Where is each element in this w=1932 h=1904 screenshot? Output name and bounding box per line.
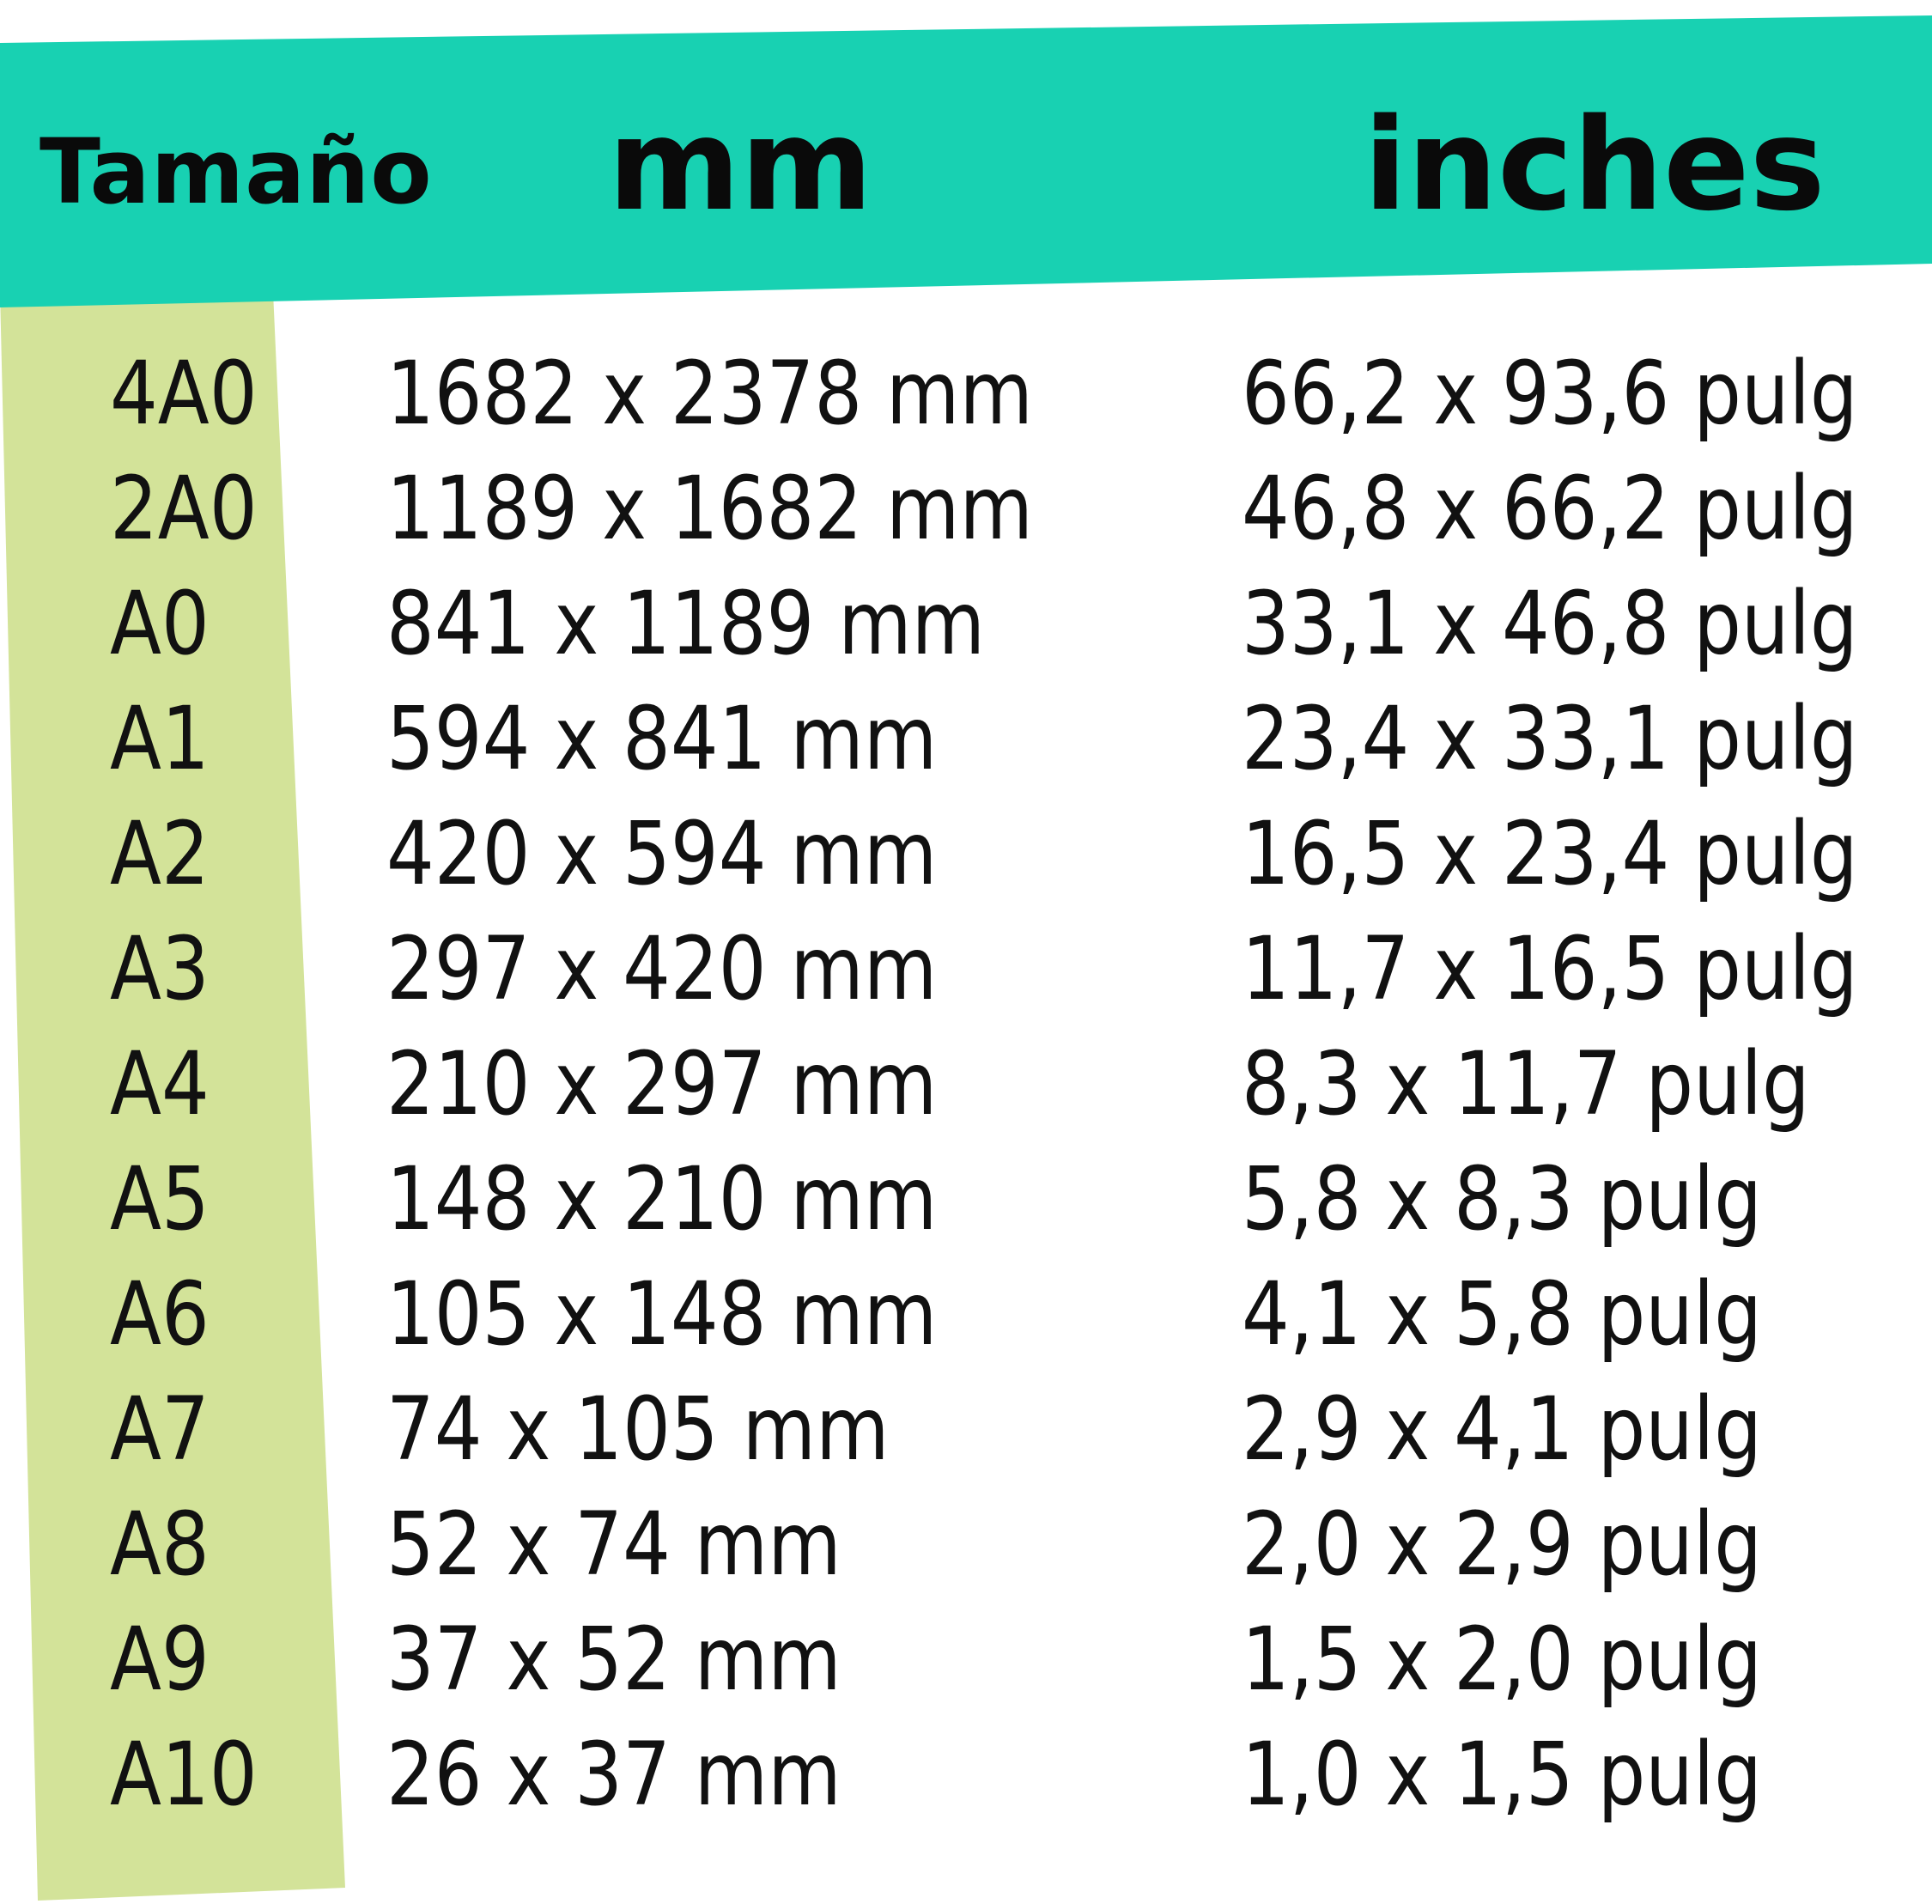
table-row: A4 210 x 297 mm 8,3 x 11,7 pulg bbox=[0, 1025, 1932, 1141]
inches-cell: 1,0 x 1,5 pulg bbox=[1242, 1724, 1762, 1826]
size-cell: A6 bbox=[110, 1263, 210, 1366]
size-cell: A5 bbox=[110, 1148, 210, 1250]
size-cell: A2 bbox=[110, 803, 210, 905]
mm-cell: 1189 x 1682 mm bbox=[386, 458, 1033, 560]
table-row: A9 37 x 52 mm 1,5 x 2,0 pulg bbox=[0, 1601, 1932, 1716]
size-cell: A0 bbox=[110, 573, 210, 675]
size-cell: 2A0 bbox=[110, 458, 258, 560]
size-cell: 4A0 bbox=[110, 343, 258, 445]
table-row: A8 52 x 74 mm 2,0 x 2,9 pulg bbox=[0, 1486, 1932, 1601]
inches-cell: 5,8 x 8,3 pulg bbox=[1242, 1148, 1762, 1250]
header-mm-label: mm bbox=[608, 91, 873, 239]
mm-cell: 148 x 210 mm bbox=[386, 1148, 938, 1250]
mm-cell: 297 x 420 mm bbox=[386, 918, 938, 1020]
table-row: A7 74 x 105 mm 2,9 x 4,1 pulg bbox=[0, 1371, 1932, 1486]
size-cell: A10 bbox=[110, 1724, 258, 1826]
mm-cell: 420 x 594 mm bbox=[386, 803, 938, 905]
inches-cell: 16,5 x 23,4 pulg bbox=[1242, 803, 1858, 905]
mm-cell: 594 x 841 mm bbox=[386, 688, 938, 790]
inches-cell: 1,5 x 2,0 pulg bbox=[1242, 1609, 1762, 1711]
size-cell: A8 bbox=[110, 1493, 210, 1596]
mm-cell: 52 x 74 mm bbox=[386, 1493, 841, 1596]
size-cell: A4 bbox=[110, 1033, 210, 1135]
table-row: A2 420 x 594 mm 16,5 x 23,4 pulg bbox=[0, 795, 1932, 910]
mm-cell: 37 x 52 mm bbox=[386, 1609, 841, 1711]
inches-cell: 4,1 x 5,8 pulg bbox=[1242, 1263, 1762, 1366]
inches-cell: 33,1 x 46,8 pulg bbox=[1242, 573, 1858, 675]
mm-cell: 26 x 37 mm bbox=[386, 1724, 841, 1826]
size-cell: A1 bbox=[110, 688, 210, 790]
mm-cell: 1682 x 2378 mm bbox=[386, 343, 1033, 445]
table-row: A10 26 x 37 mm 1,0 x 1,5 pulg bbox=[0, 1716, 1932, 1831]
inches-cell: 2,0 x 2,9 pulg bbox=[1242, 1493, 1762, 1596]
size-cell: A9 bbox=[110, 1609, 210, 1711]
inches-cell: 66,2 x 93,6 pulg bbox=[1242, 343, 1858, 445]
table-row: A5 148 x 210 mm 5,8 x 8,3 pulg bbox=[0, 1141, 1932, 1256]
header-size-label: Tamaño bbox=[39, 119, 433, 224]
size-cell: A7 bbox=[110, 1378, 210, 1481]
inches-cell: 11,7 x 16,5 pulg bbox=[1242, 918, 1858, 1020]
table-row: 4A0 1682 x 2378 mm 66,2 x 93,6 pulg bbox=[0, 335, 1932, 450]
inches-cell: 8,3 x 11,7 pulg bbox=[1242, 1033, 1810, 1135]
table-row: A0 841 x 1189 mm 33,1 x 46,8 pulg bbox=[0, 565, 1932, 680]
inches-cell: 23,4 x 33,1 pulg bbox=[1242, 688, 1858, 790]
mm-cell: 210 x 297 mm bbox=[386, 1033, 938, 1135]
mm-cell: 74 x 105 mm bbox=[386, 1378, 890, 1481]
inches-cell: 46,8 x 66,2 pulg bbox=[1242, 458, 1858, 560]
paper-size-table: 4A0 1682 x 2378 mm 66,2 x 93,6 pulg 2A0 … bbox=[0, 335, 1932, 1831]
header-inches-label: inches bbox=[1364, 91, 1826, 239]
mm-cell: 105 x 148 mm bbox=[386, 1263, 938, 1366]
table-row: A3 297 x 420 mm 11,7 x 16,5 pulg bbox=[0, 910, 1932, 1025]
table-row: A6 105 x 148 mm 4,1 x 5,8 pulg bbox=[0, 1256, 1932, 1371]
inches-cell: 2,9 x 4,1 pulg bbox=[1242, 1378, 1762, 1481]
table-row: A1 594 x 841 mm 23,4 x 33,1 pulg bbox=[0, 680, 1932, 795]
table-row: 2A0 1189 x 1682 mm 46,8 x 66,2 pulg bbox=[0, 450, 1932, 565]
size-cell: A3 bbox=[110, 918, 210, 1020]
mm-cell: 841 x 1189 mm bbox=[386, 573, 986, 675]
